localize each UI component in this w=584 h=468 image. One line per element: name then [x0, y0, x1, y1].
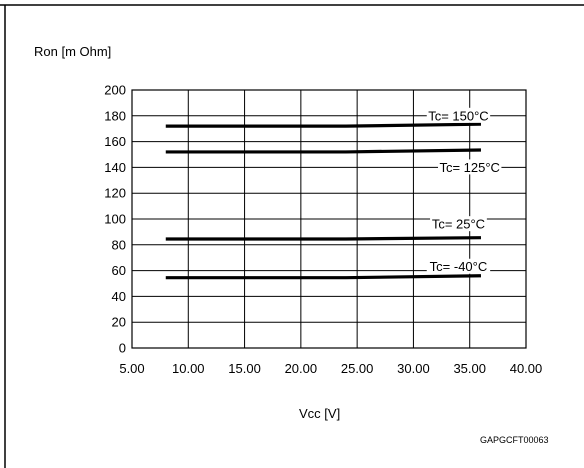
annotation-background	[430, 216, 487, 232]
x-tick-label: 35.00	[453, 361, 486, 376]
series-annotation: Tc= 25°C	[432, 217, 485, 232]
series-line	[165, 236, 481, 241]
y-tick-label: 160	[104, 134, 126, 149]
y-tick-label: 40	[112, 289, 126, 304]
annotation-background	[426, 258, 491, 274]
y-tick-label: 200	[104, 83, 126, 98]
series-annotation: Tc= -40°C	[430, 259, 488, 274]
x-axis-label: Vcc [V]	[299, 406, 341, 421]
y-tick-label: 120	[104, 186, 126, 201]
y-tick-label: 100	[104, 212, 126, 227]
x-tick-label: 15.00	[228, 361, 261, 376]
series-annotation: Tc= 125°C	[439, 160, 499, 175]
y-tick-label: 80	[112, 237, 126, 252]
x-tick-label: 40.00	[510, 361, 543, 376]
plot-border	[131, 89, 527, 349]
series-annotation: Tc= 150°C	[428, 108, 488, 123]
series-line	[165, 122, 481, 128]
y-tick-label: 0	[119, 341, 126, 356]
x-tick-label: 30.00	[397, 361, 430, 376]
y-tick-label: 180	[104, 108, 126, 123]
annotation-background	[426, 107, 491, 123]
x-tick-label: 20.00	[285, 361, 318, 376]
x-tick-label: 25.00	[341, 361, 374, 376]
y-tick-label: 60	[112, 263, 126, 278]
annotation-background	[438, 159, 502, 175]
series-line	[165, 148, 481, 154]
series-line	[165, 274, 481, 280]
y-axis-label: Ron [m Ohm]	[34, 44, 112, 59]
x-tick-label: 5.00	[119, 361, 144, 376]
figure-code: GAPGCFT00063	[480, 435, 549, 445]
y-tick-label: 20	[112, 315, 126, 330]
x-tick-label: 10.00	[172, 361, 205, 376]
y-tick-label: 140	[104, 160, 126, 175]
